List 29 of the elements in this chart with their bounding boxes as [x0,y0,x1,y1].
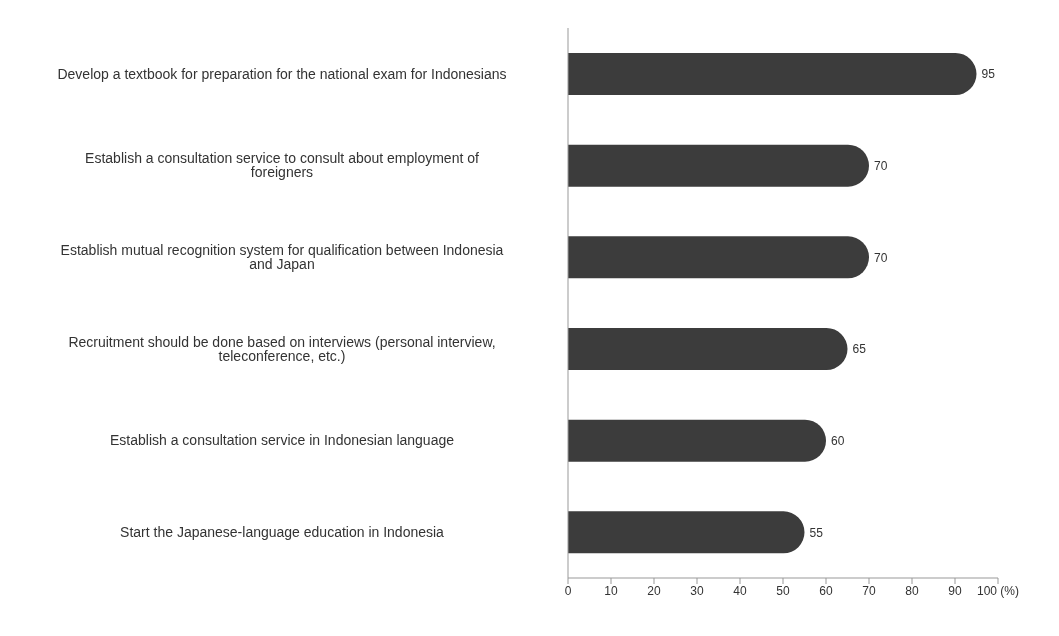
y-tick-label: Develop a textbook for preparation for the national exam for Indonesians [57,65,507,82]
data-label: 70 [874,158,888,173]
x-tick-label: 60 [819,583,833,598]
y-tick-label: Establish mutual recognition system for qualification between Indonesia and Japan [60,242,504,273]
x-tick-label: 50 [776,583,790,598]
x-tick-label: 0 [564,583,572,598]
bar [568,511,805,554]
x-tick-label: 40 [733,583,747,598]
y-tick-label: Establish a consultation service in Indonesian language [109,432,455,449]
x-tick-label: 90 [948,583,962,598]
data-label: 70 [874,250,888,265]
bar [568,236,869,279]
x-tick-label: 20 [647,583,661,598]
y-tick-label: Start the Japanese-language education in Indonesia [120,524,445,541]
bar [568,328,848,370]
data-label: 60 [831,433,845,448]
data-label: 95 [981,67,996,82]
x-tick-label: 30 [690,583,704,598]
bar [568,419,826,462]
x-tick-label: 70 [862,583,876,598]
y-tick-label: Recruitment should be done based on interviews (personal interview, teleconference, etc.) [68,333,496,364]
x-tick-label: 80 [905,583,919,598]
data-label: 55 [809,525,824,540]
x-tick-label: 100 (%) [976,583,1020,598]
bar [568,144,869,187]
data-label: 65 [852,342,867,357]
x-tick-label: 10 [604,583,618,598]
bar [568,53,977,95]
y-tick-label: Establish a consultation service to consult about employment of foreigners [85,150,479,181]
